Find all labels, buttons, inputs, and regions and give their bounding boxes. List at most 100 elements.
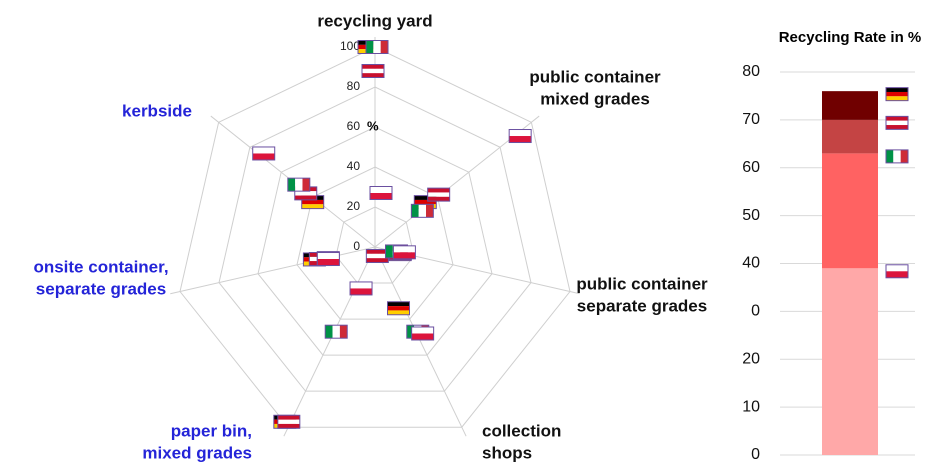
flag-border [427,187,451,202]
flag-stripe [366,249,389,254]
flag-stripe [350,281,373,289]
y-tick-label: 0 [751,446,760,463]
axis-label: paper bin, [171,421,252,440]
flag-stripe [886,271,908,278]
flag-stripe [886,96,908,101]
flag-stripe [317,252,340,260]
y-tick-label: 80 [742,63,760,80]
flag-stripe [411,333,434,340]
flag [411,326,435,341]
flag-stripe [886,116,908,121]
flag-stripe [886,264,908,272]
flag-stripe [373,40,381,54]
bar-segment [822,91,878,120]
flag-stripe [366,253,389,259]
flag [252,146,276,161]
flag-stripe [325,325,333,339]
flag [885,264,909,279]
flag-border [387,301,411,316]
flag [885,87,909,102]
flag-stripe [301,204,324,209]
flag-stripe [362,64,384,69]
axis-label: mixed grades [540,89,650,108]
flag-stripe [277,415,300,420]
flag-stripe [287,178,296,192]
y-tick-label: 60 [742,159,760,176]
grid-ring [218,86,532,392]
grid-ring [335,206,415,284]
spoke [374,246,467,437]
r-tick-label: 100 [340,39,360,53]
flag-border [885,264,909,279]
flag-stripe [385,244,393,258]
flag [508,129,532,144]
flag [361,64,385,78]
flag-stripe [277,423,300,429]
flag-stripe [362,68,384,74]
flag-stripe [414,199,437,205]
r-tick-label: 20 [347,199,361,213]
flag [885,149,909,164]
flag-stripe [277,419,300,424]
flag-stripe [886,87,908,92]
flag-stripe [886,91,908,97]
flag-stripe [317,259,340,266]
flag-stripe [414,195,437,200]
flag-stripe [426,204,434,218]
axis-label: kerbside [122,101,192,120]
axis-label: shops [482,443,532,462]
flag [349,281,373,296]
flag-stripe [393,252,416,259]
flag-stripe [427,188,450,193]
flag-border [252,146,276,161]
flag-border [885,115,909,130]
flag [287,177,311,192]
flag-stripe [411,204,419,218]
flag-stripe [252,146,275,154]
flag-stripe [900,149,908,163]
flag [427,187,451,202]
r-tick-label: 0 [353,239,360,253]
flag-stripe [301,199,324,205]
flag [277,414,301,429]
flag [410,203,434,218]
flag-stripe [387,301,410,307]
flag-stripe [294,195,317,200]
flag-stripe [366,40,374,54]
bar-segment [822,153,878,269]
axis-label: separate grades [577,296,707,315]
r-tick-label: 80 [347,79,361,93]
flag-stripe [509,136,532,143]
y-tick-label: 10 [742,398,760,415]
flag-stripe [380,40,388,54]
flag-border [287,177,311,192]
flag-stripe [418,204,427,218]
axis-label: mixed grades [142,443,252,462]
flag-border [349,281,373,296]
bar-segment [822,119,878,154]
flag-stripe [302,178,310,192]
flag-stripe [886,125,908,130]
bar-segment [822,268,878,455]
flag-border [411,326,435,341]
y-tick-label: 0 [751,303,760,320]
flag [324,324,348,339]
axis-label: public container [529,67,661,86]
y-tick-label: 40 [742,255,760,272]
grid-ring [179,46,571,428]
flag-stripe [427,196,450,202]
spoke [283,246,376,437]
flag [392,245,416,260]
flag-border [277,414,301,429]
r-tick-label: 60 [347,119,361,133]
axis-label: public container [576,274,708,293]
flag [365,40,389,54]
y-tick-label: 50 [742,207,760,224]
flag-stripe [295,178,303,192]
flag-stripe [370,186,392,193]
flag-stripe [427,192,450,197]
flag-stripe [387,310,410,315]
flag-border [508,129,532,144]
y-tick-label: 70 [742,111,760,128]
flag-stripe [370,193,392,200]
